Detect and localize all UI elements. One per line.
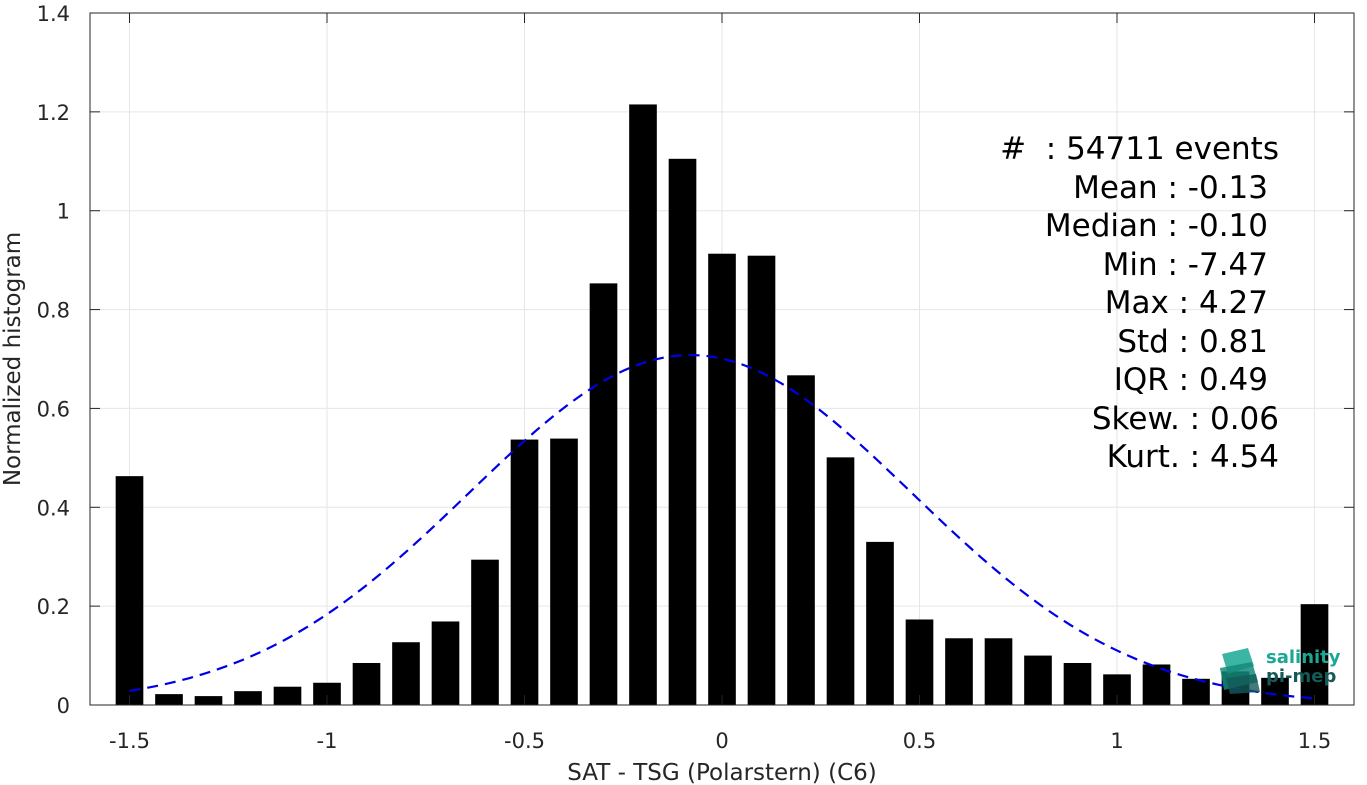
histogram-bar bbox=[787, 375, 815, 705]
histogram-bar bbox=[155, 694, 183, 705]
wave-logo-icon bbox=[1220, 648, 1260, 694]
histogram-bar bbox=[194, 696, 223, 705]
salinity-pi-mep-logo: salinity pi-mep bbox=[1218, 646, 1348, 696]
x-tick-label: -0.5 bbox=[504, 729, 545, 753]
histogram-bar bbox=[273, 686, 302, 705]
histogram-bar bbox=[550, 438, 578, 705]
y-tick-label: 0.8 bbox=[37, 299, 70, 323]
histogram-bar bbox=[510, 439, 539, 705]
histogram-bar bbox=[1024, 655, 1052, 705]
x-tick-label: 0 bbox=[715, 729, 728, 753]
histogram-bar bbox=[352, 662, 381, 705]
stat-line: Max : 4.27 bbox=[1104, 285, 1268, 321]
stat-line: Min : -7.47 bbox=[1102, 246, 1268, 283]
histogram-bar bbox=[945, 638, 973, 705]
stat-line: Kurt. : 4.54 bbox=[1106, 439, 1279, 475]
logo-line-1: salinity bbox=[1266, 647, 1341, 668]
histogram-bar bbox=[589, 283, 618, 705]
stat-line: Median : -0.10 bbox=[1044, 208, 1268, 244]
bars bbox=[115, 104, 1329, 706]
histogram-bar bbox=[1063, 662, 1092, 705]
logo-line-2: pi-mep bbox=[1266, 666, 1337, 687]
stat-line: IQR : 0.49 bbox=[1113, 362, 1268, 398]
histogram-bar bbox=[747, 255, 776, 706]
histogram-bar bbox=[668, 158, 697, 706]
y-tick-label: 0.2 bbox=[37, 595, 70, 619]
statistics-box: # : 54711 events Mean : -0.13 Median : -0.… bbox=[859, 130, 1279, 477]
y-tick-label: 0.6 bbox=[37, 397, 70, 421]
x-tick-label: -1 bbox=[317, 729, 338, 753]
y-tick-label: 0 bbox=[57, 694, 70, 718]
gaussian-fit-line bbox=[129, 353, 1315, 700]
histogram-bar bbox=[431, 621, 460, 705]
histogram-bar bbox=[234, 691, 262, 705]
histogram-bar bbox=[905, 619, 934, 705]
histogram-bar bbox=[471, 559, 499, 705]
histogram-bar bbox=[392, 642, 420, 705]
histogram-bar bbox=[1182, 678, 1210, 705]
y-tick-label: 1 bbox=[57, 200, 70, 224]
stat-line: Mean : -0.13 bbox=[1073, 169, 1268, 206]
stat-line: Std : 0.81 bbox=[1117, 323, 1268, 360]
histogram-bar bbox=[866, 541, 894, 705]
histogram-bar bbox=[629, 104, 657, 705]
x-tick-label: 1 bbox=[1110, 729, 1123, 753]
histogram-bar bbox=[313, 682, 341, 705]
x-tick-label: 0.5 bbox=[903, 729, 936, 753]
y-tick-label: 1.4 bbox=[37, 2, 70, 26]
x-axis-label: SAT - TSG (Polarstern) (C6) bbox=[567, 760, 876, 785]
histogram-bar bbox=[984, 638, 1013, 705]
x-tick-label: -1.5 bbox=[109, 729, 150, 753]
ticks: -1.5 -1 -0.5 0 0.5 1 1.5 0 0.2 0.4 0.6 0.8 1 1.2 1.4 bbox=[37, 2, 1354, 753]
grid bbox=[90, 12, 1354, 706]
y-tick-label: 0.4 bbox=[37, 496, 70, 520]
histogram-bar bbox=[826, 457, 855, 705]
histogram-bar bbox=[115, 476, 144, 705]
y-tick-label: 1.2 bbox=[37, 101, 70, 125]
stat-line: Skew. : 0.06 bbox=[1091, 400, 1279, 437]
histogram-bar bbox=[1300, 604, 1329, 705]
stat-line: # : 54711 events bbox=[1000, 131, 1279, 167]
histogram-bar bbox=[708, 253, 736, 705]
y-axis-label: Normalized histogram bbox=[0, 232, 26, 486]
histogram-bar bbox=[1261, 677, 1289, 705]
x-tick-label: 1.5 bbox=[1298, 729, 1331, 753]
